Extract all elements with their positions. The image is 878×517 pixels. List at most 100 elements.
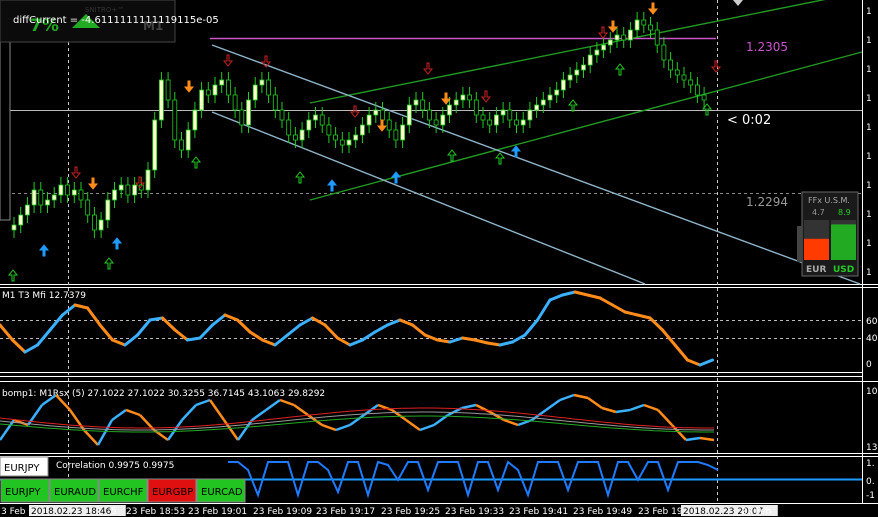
rsx-segment — [629, 403, 645, 412]
price-tick: 1 — [866, 123, 872, 133]
time-label: 23 Feb 19:01 — [188, 507, 247, 517]
mfi-segment — [661, 328, 677, 347]
ffx-title: FFx U.S.M. — [808, 196, 850, 205]
candle-body — [487, 119, 493, 126]
pair-button-label: EURCHF — [103, 487, 144, 498]
mfi-tick-40: 40 — [866, 334, 878, 344]
pair-button[interactable] — [98, 478, 148, 503]
mfi-segment — [398, 318, 414, 327]
current-pair-box[interactable] — [0, 456, 49, 477]
price-scale: 1 1 1 1 1 1 1 1 1 1 — [866, 7, 872, 278]
sell-arrow-icon — [134, 176, 146, 189]
time-label: 23 Feb 19:49 — [573, 507, 632, 517]
candle-body — [92, 214, 97, 231]
blue-channel-upper[interactable] — [211, 44, 861, 285]
pair-buttons[interactable]: EURJPY EURAUD EURCHF EURGBP EURCAD — [0, 478, 246, 503]
mfi-segment — [373, 323, 389, 334]
rsx-segment — [643, 403, 659, 412]
ffx-right-value: 8.9 — [838, 208, 851, 217]
mfi-segment — [348, 338, 364, 347]
candle-body — [212, 84, 218, 96]
rsx-segment — [83, 429, 99, 446]
pair-button[interactable] — [196, 478, 246, 503]
rsx-segment — [13, 418, 29, 427]
mfi-segment — [386, 318, 402, 327]
candle-body — [547, 94, 553, 101]
rsx-segment — [685, 436, 701, 442]
rsx-segment — [545, 398, 561, 412]
candle-body — [601, 44, 606, 51]
mfi-segment — [173, 328, 189, 342]
candle-body — [125, 184, 131, 196]
rsx-segment — [125, 408, 141, 417]
candle-body — [319, 114, 325, 126]
sell-arrow-icon — [87, 177, 99, 190]
rsx-tick-top: 10 — [866, 387, 878, 397]
mfi-segment — [48, 313, 64, 332]
ffx-side-tab[interactable] — [797, 226, 802, 262]
ffx-left-currency: EUR — [806, 265, 826, 275]
candle-body — [333, 134, 339, 141]
candle-body — [185, 129, 191, 151]
blue-channel-lower[interactable] — [211, 111, 646, 285]
price-tick: 1 — [866, 152, 872, 162]
candle-body — [540, 99, 546, 106]
correlation-line[interactable] — [228, 460, 719, 499]
scroll-arrow-icon[interactable] — [733, 0, 743, 6]
candle-body — [219, 79, 225, 86]
pair-button[interactable] — [49, 478, 99, 503]
candle-body — [554, 89, 560, 96]
rsx-segment — [68, 409, 86, 431]
time-cursor-box — [29, 505, 126, 516]
rsx-segment — [251, 408, 267, 422]
mfi-line[interactable] — [0, 290, 714, 367]
candle-body — [380, 109, 385, 121]
pair-button-label: EURGBP — [152, 487, 193, 498]
mfi-segment — [98, 323, 114, 342]
rsx-segment — [321, 423, 337, 432]
candle-body — [574, 69, 580, 76]
mfi-segment — [436, 338, 452, 344]
mfi-title: M1 T3 Mfi 12.7379 — [2, 291, 86, 301]
candle-body — [460, 94, 466, 101]
candle-body — [433, 119, 439, 126]
time-label: 23 Feb 19:17 — [316, 507, 375, 517]
candle-body — [520, 119, 526, 126]
mfi-segment — [561, 290, 577, 297]
sell-arrow-icon — [183, 80, 195, 93]
green-channel-upper[interactable] — [309, 0, 862, 104]
buy-arrow-icon — [494, 152, 506, 165]
candle-body — [38, 189, 44, 206]
buy-arrow-icon — [510, 145, 522, 158]
mfi-segment — [36, 328, 52, 347]
green-channel-lower[interactable] — [309, 51, 863, 201]
sell-arrow-icon — [440, 92, 452, 105]
mfi-segment — [298, 316, 314, 327]
candle-body — [594, 49, 600, 56]
sell-arrow-icon — [647, 2, 659, 15]
candle-body — [688, 79, 694, 86]
mfi-segment — [148, 316, 164, 322]
candle-body — [112, 189, 117, 201]
rsx-segment — [573, 393, 589, 400]
left-window-edge — [0, 39, 11, 221]
pair-button[interactable] — [147, 478, 197, 503]
candle-body — [668, 59, 673, 71]
mfi-segment — [536, 298, 552, 322]
rsx-title: bomp1: M1Rsx (5) 27.1022 27.1022 30.3255… — [2, 389, 325, 399]
candle-body — [567, 74, 573, 81]
ffx-strength-widget[interactable]: FFx U.S.M. 4.7 8.9 EUR USD — [801, 191, 859, 277]
rsx-lines[interactable] — [0, 393, 715, 446]
pair-button[interactable] — [0, 478, 50, 503]
candle-body — [158, 79, 164, 121]
mfi-segment — [598, 296, 614, 307]
candle-body — [648, 24, 653, 31]
candle-body — [279, 109, 285, 121]
trend-up-icon — [72, 14, 100, 28]
mfi-segment — [261, 338, 277, 347]
price-tick: 1 — [866, 7, 872, 17]
candlestick-series[interactable] — [11, 12, 707, 238]
buy-arrow-icon — [326, 179, 338, 192]
candle-body — [634, 19, 640, 31]
